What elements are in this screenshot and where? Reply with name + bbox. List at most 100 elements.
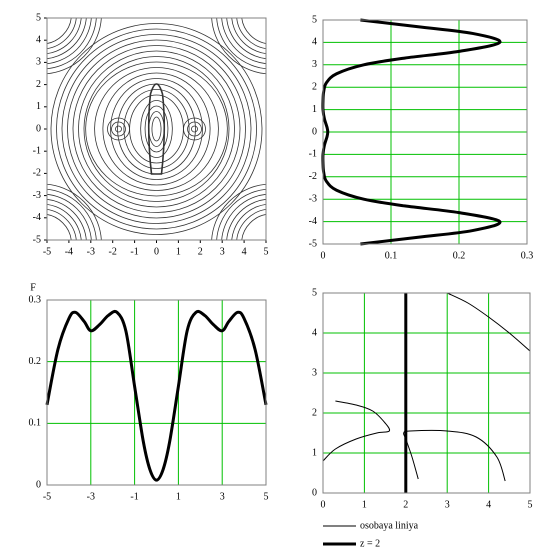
x-tick-label: -5 xyxy=(43,491,51,502)
x-tick-label: -1 xyxy=(130,491,138,502)
y-tick-label: -5 xyxy=(309,238,317,249)
contour-line xyxy=(140,100,173,158)
x-tick-label: 0.1 xyxy=(385,250,398,261)
contour-line xyxy=(144,105,169,153)
contour-line xyxy=(47,193,92,240)
contour-line xyxy=(191,125,198,133)
legend-label: z = 2 xyxy=(360,538,380,549)
contour-line xyxy=(94,67,219,191)
y-tick-label: 2 xyxy=(312,407,317,418)
x-tick-label: 3 xyxy=(220,246,225,257)
contour-line xyxy=(231,203,266,240)
contour-line xyxy=(107,117,130,141)
y-tick-label: -4 xyxy=(33,212,41,223)
x-tick-label: -3 xyxy=(87,246,95,257)
contour-line xyxy=(226,198,266,240)
plot-frame xyxy=(46,299,267,486)
x-tick-label: 0.3 xyxy=(521,250,534,261)
y-tick-label: 0.2 xyxy=(29,356,42,367)
x-tick-label: 1 xyxy=(176,491,181,502)
contour-line xyxy=(216,18,266,70)
contour-line xyxy=(47,18,92,65)
y-tick-label: 5 xyxy=(312,287,317,298)
x-tick-label: 0.2 xyxy=(453,250,466,261)
data-line xyxy=(322,400,391,462)
data-line xyxy=(45,309,268,482)
x-tick-label: 5 xyxy=(264,246,269,257)
x-tick-label: -1 xyxy=(130,246,138,257)
x-tick-label: 0 xyxy=(321,250,326,261)
contour-line xyxy=(85,61,228,197)
y-tick-label: 1 xyxy=(36,101,41,112)
contour-line xyxy=(221,193,266,240)
y-tick-label: 3 xyxy=(36,57,41,68)
contour-line xyxy=(123,89,190,169)
contour-line xyxy=(67,39,246,219)
y-tick-label: 5 xyxy=(312,14,317,25)
data-line xyxy=(403,429,506,482)
y-tick-label: 4 xyxy=(312,327,317,338)
y-tick-label: -3 xyxy=(309,193,317,204)
y-tick-label: 2 xyxy=(36,79,41,90)
y-tick-label: 5 xyxy=(36,12,41,23)
contour-line xyxy=(241,214,266,240)
contour-line xyxy=(102,72,211,186)
contour-lines xyxy=(47,18,266,240)
contour-line xyxy=(236,209,266,240)
x-tick-label: -5 xyxy=(43,246,51,257)
x-tick-label: 1 xyxy=(362,499,367,510)
contour-line xyxy=(111,121,126,137)
contour-line xyxy=(47,188,97,240)
chart: 0 1 2 3 4 5 0 1 2 3 4 5 osobaya liniya z = 2 xyxy=(312,287,533,549)
contour-line xyxy=(47,18,72,44)
plot-frame xyxy=(46,17,267,241)
x-tick-label: -3 xyxy=(87,491,95,502)
chart: 0 0.1 0.2 0.3 -5 -4 -3 -2 -1 0 1 2 3 4 5 xyxy=(309,14,534,261)
y-tick-label: 0.1 xyxy=(29,418,42,429)
contour-line xyxy=(47,183,102,240)
contour-line xyxy=(47,18,77,49)
contour-line xyxy=(72,45,241,213)
plot-frame xyxy=(322,19,528,245)
x-tick-label: 5 xyxy=(264,491,269,502)
x-tick-label: 3 xyxy=(220,491,225,502)
contour-line xyxy=(221,18,266,65)
x-tick-label: 2 xyxy=(198,246,203,257)
contour-line xyxy=(129,94,184,164)
contour-line xyxy=(183,117,206,141)
contour-line xyxy=(50,23,263,235)
y-axis-label: F xyxy=(30,282,36,293)
data-line xyxy=(321,18,502,246)
y-tick-label: -3 xyxy=(33,190,41,201)
x-tick-label: 4 xyxy=(242,246,247,257)
y-tick-label: 4 xyxy=(36,34,41,45)
legend-label: osobaya liniya xyxy=(360,520,419,531)
contour-line xyxy=(47,18,87,60)
y-tick-label: 2 xyxy=(312,81,317,92)
contour-line xyxy=(236,18,266,49)
x-tick-label: 0 xyxy=(321,499,326,510)
x-tick-label: 0 xyxy=(154,246,159,257)
y-tick-label: -4 xyxy=(309,216,317,227)
contour-line xyxy=(187,121,202,137)
contour-line xyxy=(47,198,87,240)
y-tick-label: -2 xyxy=(309,171,317,182)
y-tick-label: 3 xyxy=(312,59,317,70)
y-tick-label: 1 xyxy=(312,447,317,458)
contour-line xyxy=(47,203,82,240)
contour-line xyxy=(241,18,266,44)
x-tick-label: 2 xyxy=(403,499,408,510)
x-tick-label: 1 xyxy=(176,246,181,257)
contour-line xyxy=(78,50,235,208)
y-tick-label: 4 xyxy=(312,37,317,48)
x-tick-label: 4 xyxy=(486,499,491,510)
x-tick-label: -2 xyxy=(109,246,117,257)
y-tick-label: -1 xyxy=(33,145,41,156)
x-tick-label: 3 xyxy=(445,499,450,510)
y-tick-label: -1 xyxy=(309,149,317,160)
contour-line xyxy=(47,209,77,240)
y-tick-label: 0.3 xyxy=(29,294,42,305)
contour-line xyxy=(47,214,72,240)
y-tick-label: -2 xyxy=(33,168,41,179)
